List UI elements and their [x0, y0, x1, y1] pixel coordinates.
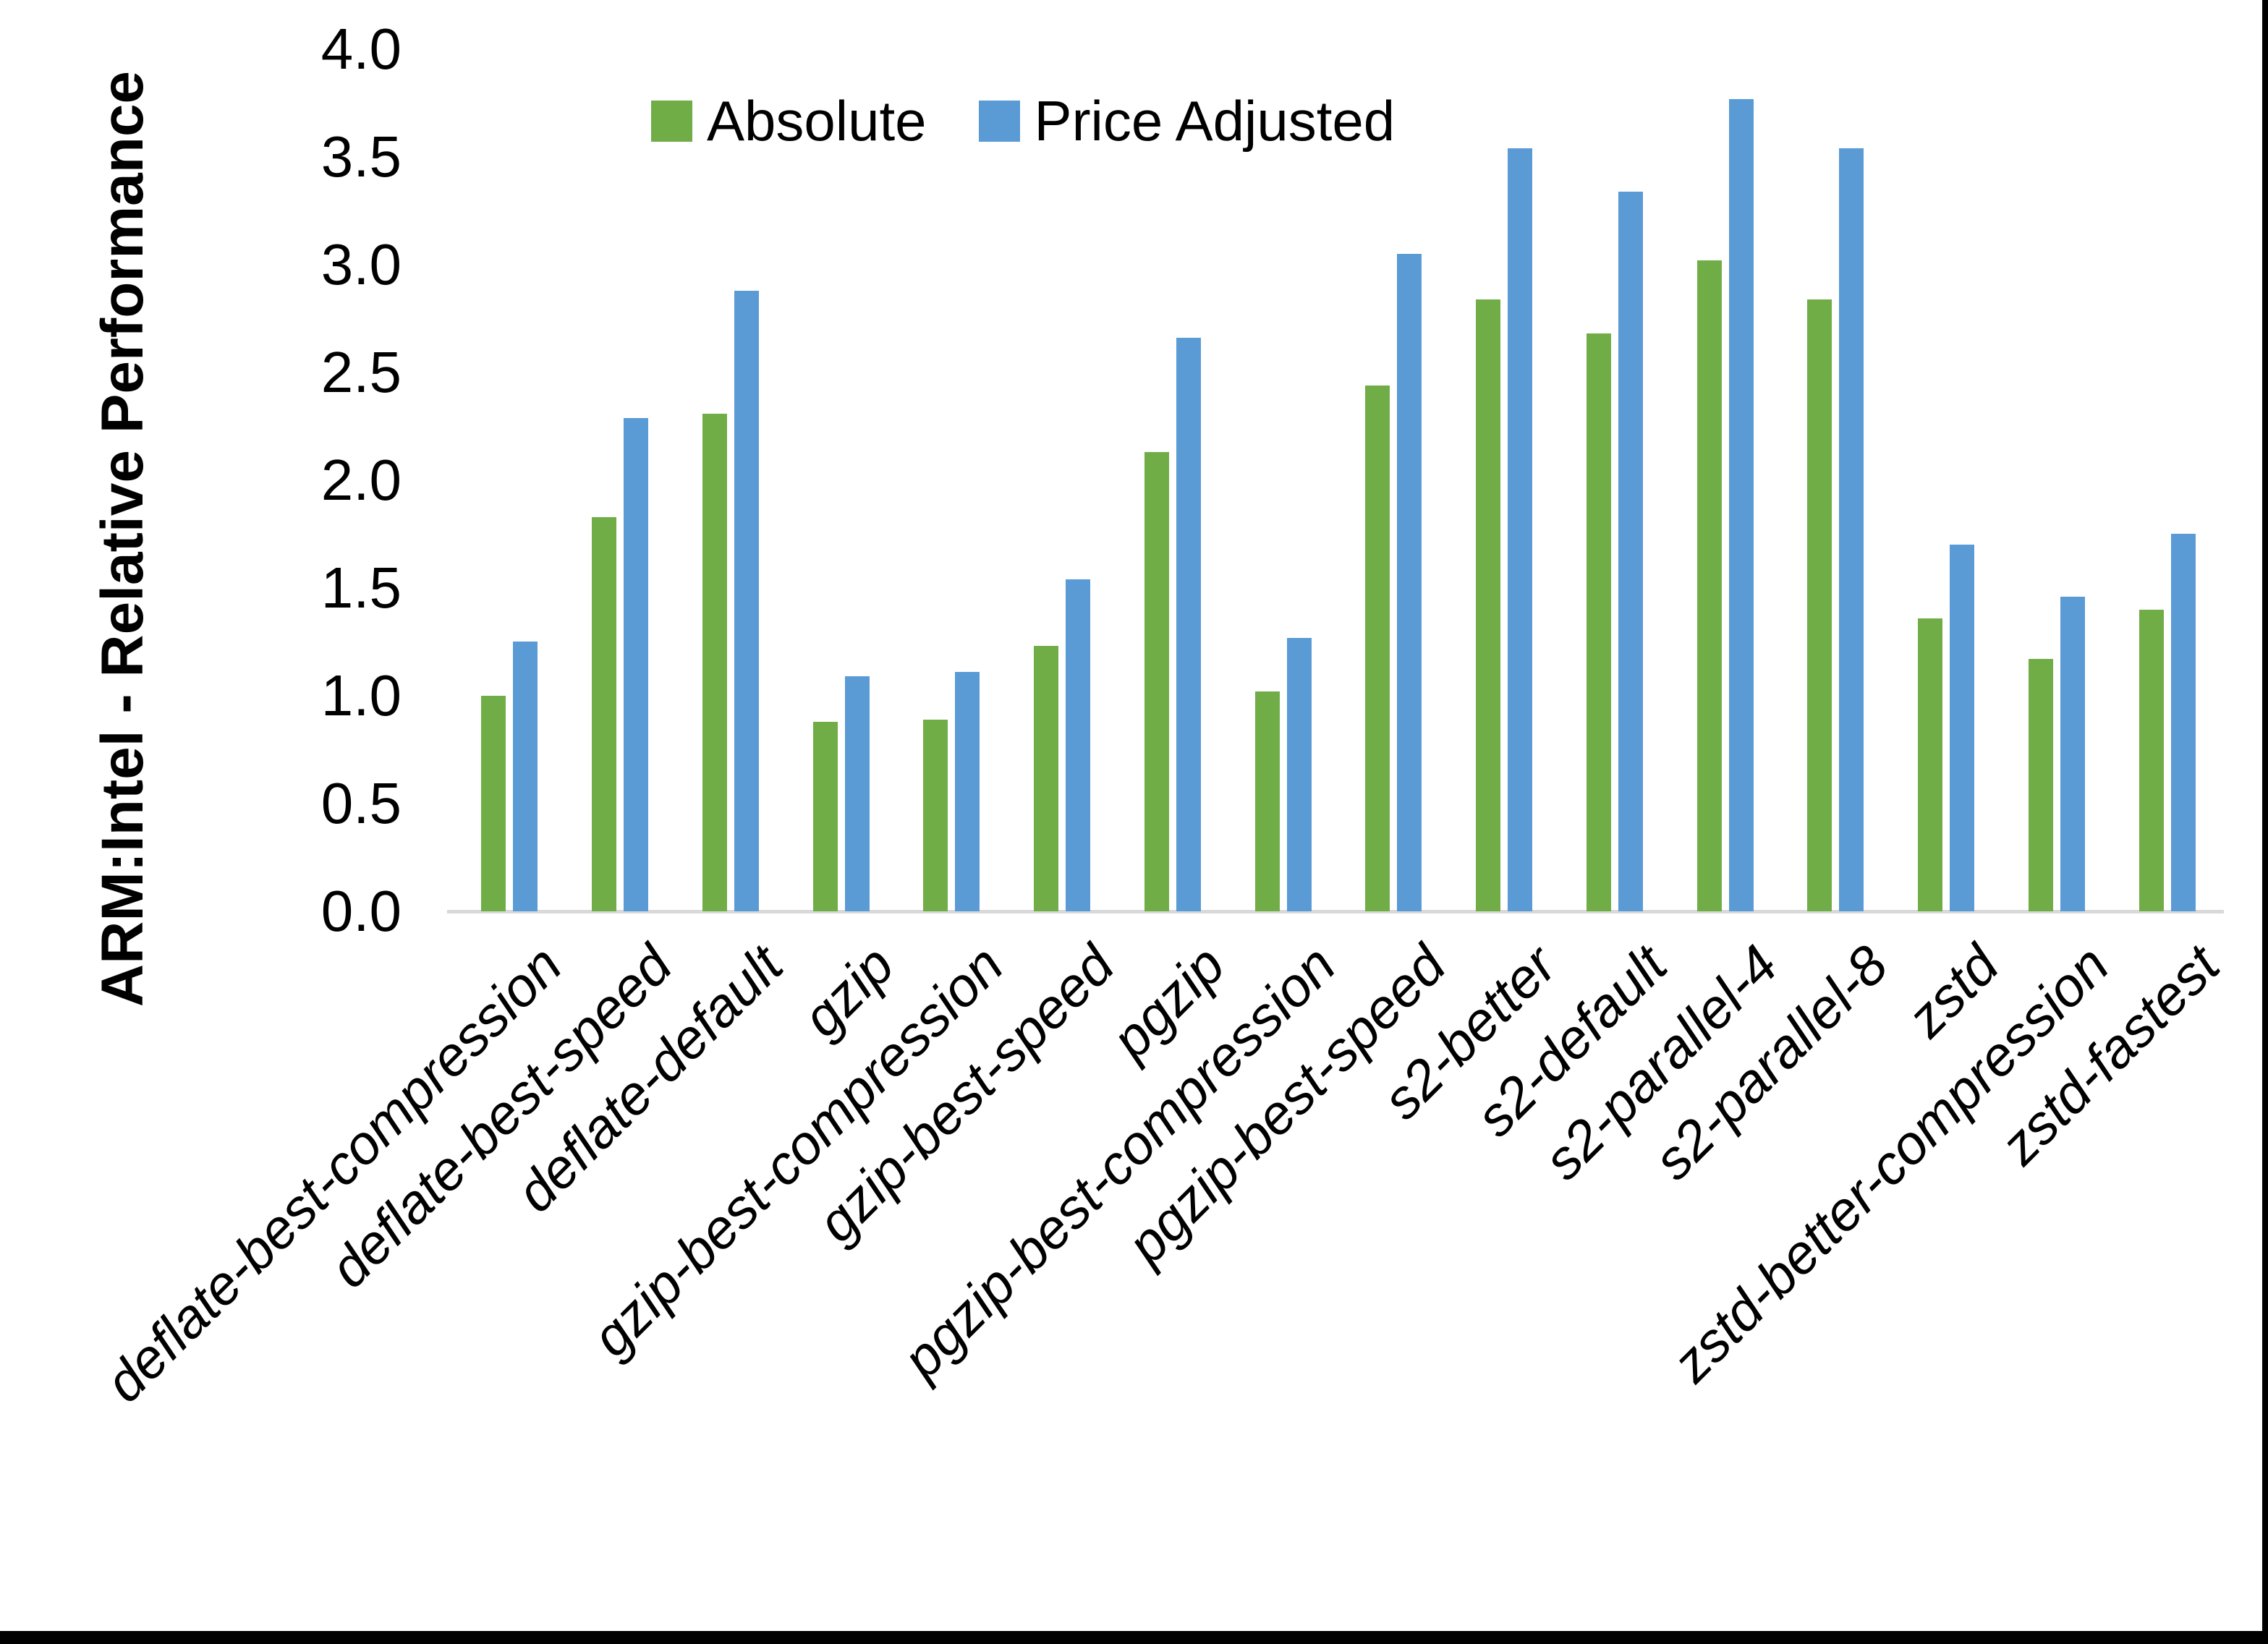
bar-absolute-gzip-best-compression — [923, 720, 948, 911]
y-tick-label: 2.5 — [320, 340, 402, 404]
bar-price-adjusted-zstd-fastest — [2171, 534, 2196, 911]
bar-price-adjusted-s2-default — [1618, 192, 1643, 911]
legend-label-absolute: Absolute — [707, 89, 927, 153]
bar-price-adjusted-zstd — [1950, 545, 1974, 911]
y-axis-title: ARM:Intel - Relative Performance — [90, 70, 156, 1008]
bar-price-adjusted-zstd-better-compression — [2060, 597, 2085, 911]
bar-price-adjusted-deflate-best-speed — [624, 418, 648, 911]
legend-swatch-absolute-icon — [651, 101, 692, 142]
legend-label-price-adjusted: Price Adjusted — [1034, 89, 1396, 153]
bar-absolute-pgzip-best-speed — [1365, 386, 1390, 911]
legend-item-price-adjusted: Price Adjusted — [978, 88, 1396, 154]
bar-absolute-gzip-best-speed — [1034, 646, 1058, 911]
bar-absolute-s2-default — [1587, 333, 1611, 911]
bar-price-adjusted-deflate-best-compression — [513, 642, 538, 911]
y-tick-label: 4.0 — [320, 17, 402, 81]
y-tick-label: 3.5 — [320, 124, 402, 189]
bar-absolute-zstd-better-compression — [2029, 659, 2053, 911]
bar-price-adjusted-pgzip-best-compression — [1287, 638, 1312, 911]
bar-absolute-s2-better — [1476, 299, 1500, 911]
bar-absolute-zstd — [1918, 618, 1942, 911]
y-tick-label: 1.5 — [320, 555, 402, 620]
window-edge-right — [2262, 0, 2268, 1644]
bar-price-adjusted-s2-better — [1508, 148, 1532, 911]
bar-absolute-gzip — [813, 722, 838, 911]
y-tick-label: 0.5 — [320, 771, 402, 835]
bar-absolute-s2-parallel-8 — [1807, 299, 1832, 911]
bar-price-adjusted-s2-parallel-8 — [1839, 148, 1864, 911]
legend: Absolute Price Adjusted — [651, 88, 1395, 154]
y-tick-label: 2.0 — [320, 448, 402, 512]
bar-price-adjusted-pgzip — [1176, 338, 1201, 911]
bar-absolute-deflate-default — [702, 414, 727, 911]
y-tick-label: 0.0 — [320, 879, 402, 943]
bar-absolute-zstd-fastest — [2139, 610, 2164, 911]
x-category-label: deflate-best-compression — [93, 934, 574, 1415]
bar-absolute-pgzip-best-compression — [1255, 691, 1280, 911]
bar-price-adjusted-gzip — [845, 676, 870, 911]
window-edge-bottom — [0, 1631, 2268, 1644]
x-axis-line — [447, 910, 2224, 913]
bar-price-adjusted-deflate-default — [734, 291, 759, 911]
bar-absolute-deflate-best-speed — [592, 517, 616, 911]
bar-absolute-pgzip — [1144, 452, 1169, 911]
bar-price-adjusted-s2-parallel-4 — [1729, 99, 1754, 911]
bar-price-adjusted-gzip-best-speed — [1066, 579, 1090, 911]
bar-price-adjusted-gzip-best-compression — [955, 672, 980, 911]
legend-swatch-price-adjusted-icon — [978, 101, 1020, 142]
y-tick-label: 1.0 — [320, 663, 402, 728]
bar-absolute-deflate-best-compression — [481, 696, 506, 911]
bar-price-adjusted-pgzip-best-speed — [1397, 254, 1422, 911]
y-tick-label: 3.0 — [320, 232, 402, 297]
bar-absolute-s2-parallel-4 — [1697, 260, 1722, 911]
legend-item-absolute: Absolute — [651, 88, 927, 154]
